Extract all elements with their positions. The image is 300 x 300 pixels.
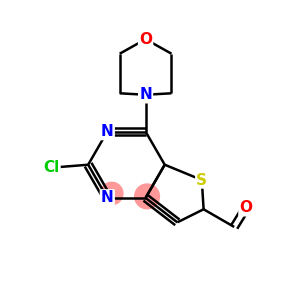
Text: O: O	[139, 32, 152, 47]
Text: N: N	[101, 190, 114, 206]
Circle shape	[135, 184, 159, 209]
Text: O: O	[239, 200, 253, 215]
Text: Cl: Cl	[43, 160, 59, 175]
Circle shape	[100, 182, 123, 205]
Text: N: N	[101, 124, 114, 139]
Text: N: N	[139, 87, 152, 102]
Text: S: S	[196, 172, 207, 188]
